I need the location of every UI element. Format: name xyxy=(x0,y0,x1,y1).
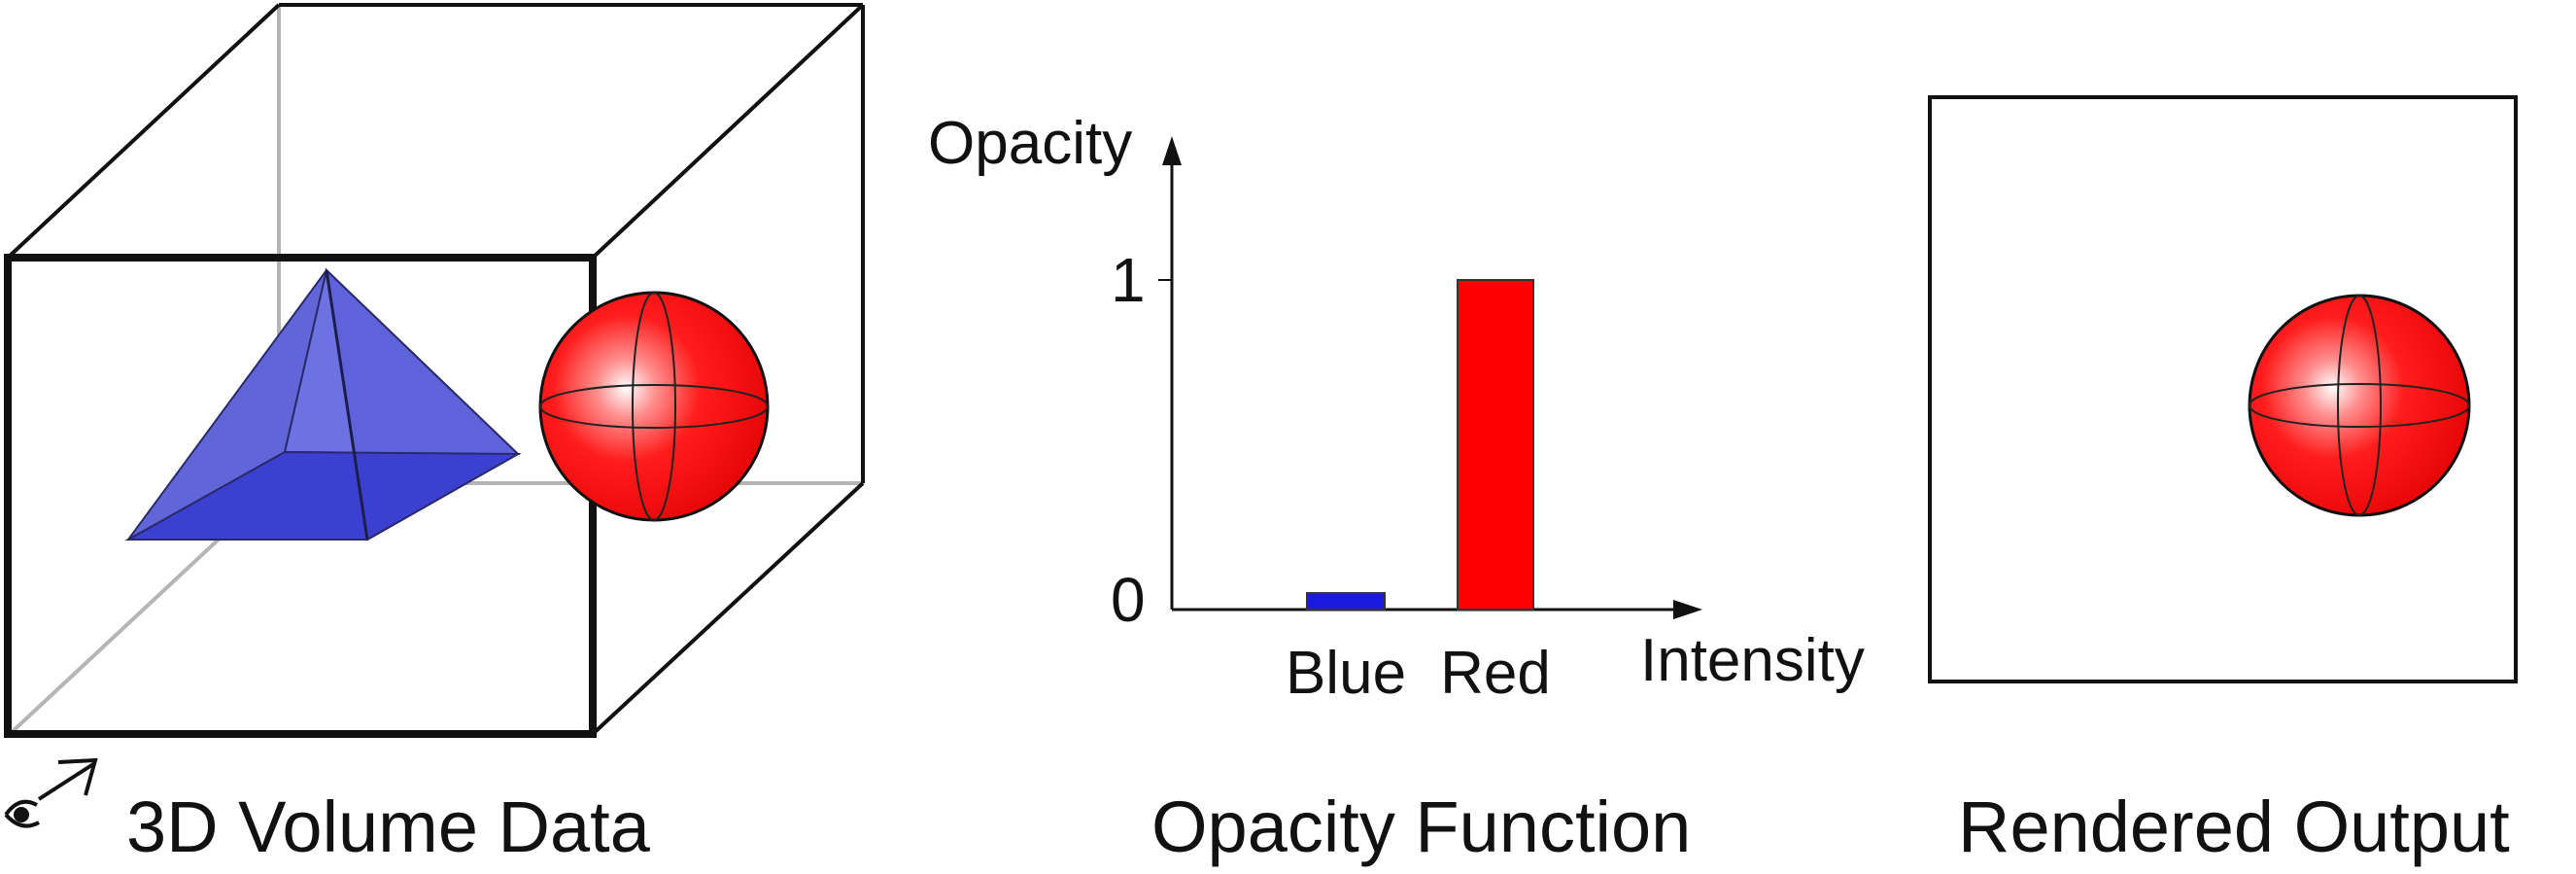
bar-red xyxy=(1457,279,1534,611)
bars-group: Blue Red xyxy=(1286,279,1551,707)
category-label-red: Red xyxy=(1440,640,1551,707)
rendered-sphere xyxy=(2248,294,2471,517)
y-axis-arrow xyxy=(1162,136,1182,165)
opacity-caption: Opacity Function xyxy=(1151,787,1691,867)
cube-visible-edges xyxy=(6,3,865,736)
y-axis-label: Opacity xyxy=(928,110,1132,177)
y-tick-label-1: 1 xyxy=(1111,245,1146,315)
sphere-shape xyxy=(538,291,770,522)
rendered-caption: Rendered Output xyxy=(1958,787,2510,867)
category-label-blue: Blue xyxy=(1286,640,1406,707)
y-tick-label-0: 0 xyxy=(1111,565,1146,635)
pyramid-shape xyxy=(124,267,522,542)
x-axis-arrow xyxy=(1673,600,1702,619)
eye-icon xyxy=(4,757,98,828)
bar-blue xyxy=(1306,592,1386,611)
volume-caption: 3D Volume Data xyxy=(126,787,651,867)
x-axis-label: Intensity xyxy=(1640,627,1865,694)
output-frame xyxy=(1928,95,2518,683)
rendered-panel: Rendered Output xyxy=(1928,95,2518,867)
opacity-chart: 1 0 Opacity Intensity Blue Red Opacity Fu… xyxy=(928,110,1865,867)
volume-panel: 3D Volume Data xyxy=(4,3,865,867)
